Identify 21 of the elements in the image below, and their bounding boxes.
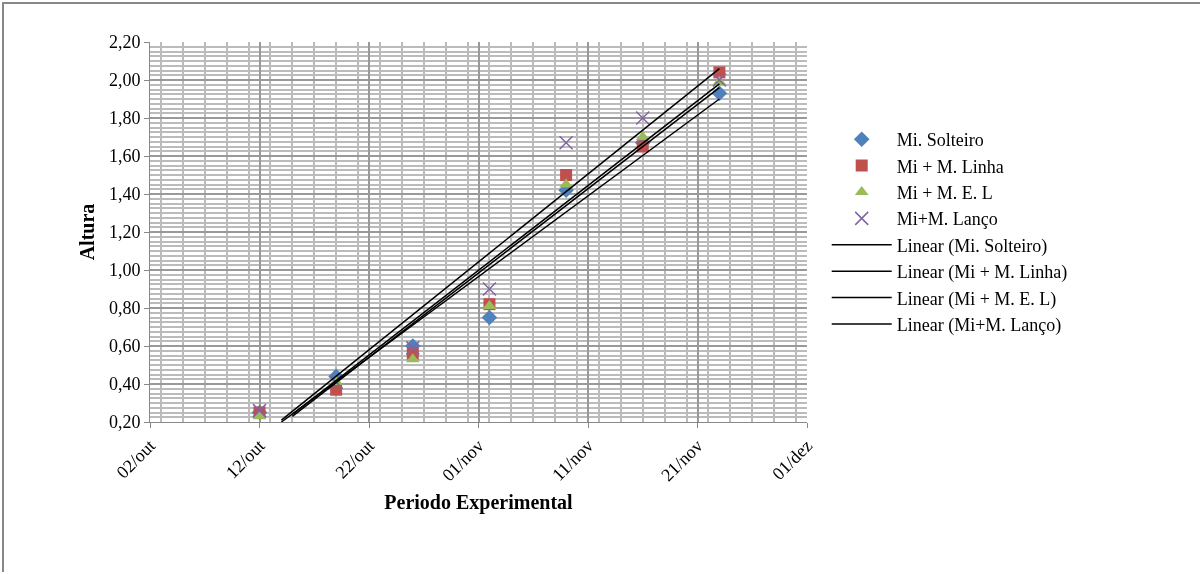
y-axis-title: Altura <box>76 203 99 261</box>
legend-label: Mi+M. Lanço <box>896 209 998 230</box>
y-tick-label: 1,40 <box>108 184 141 205</box>
y-tick-label: 1,80 <box>108 108 141 129</box>
y-tick-label: 1,60 <box>108 146 141 167</box>
y-tick-label: 2,00 <box>108 70 141 91</box>
y-tick-label: 0,80 <box>108 298 141 319</box>
legend-label: Linear (Mi+M. Lanço) <box>896 315 1062 337</box>
y-tick-label: 1,20 <box>108 222 141 243</box>
legend-label: Mi. Solteiro <box>896 130 984 151</box>
legend-label: Linear (Mi + M. Linha) <box>896 262 1068 284</box>
legend-label: Mi + M. Linha <box>896 156 1004 177</box>
y-tick-label: 0,20 <box>108 412 141 433</box>
y-tick-label: 0,60 <box>108 336 141 357</box>
y-tick-label: 0,40 <box>108 374 141 395</box>
y-tick-label: 1,00 <box>108 260 141 281</box>
legend-label: Linear (Mi + M. E. L) <box>896 288 1057 310</box>
y-tick-label: 2,20 <box>108 32 141 53</box>
x-axis-title: Periodo Experimental <box>384 490 574 514</box>
legend-label: Mi + M. E. L <box>896 183 993 204</box>
legend-label: Linear (Mi. Solteiro) <box>896 235 1048 257</box>
